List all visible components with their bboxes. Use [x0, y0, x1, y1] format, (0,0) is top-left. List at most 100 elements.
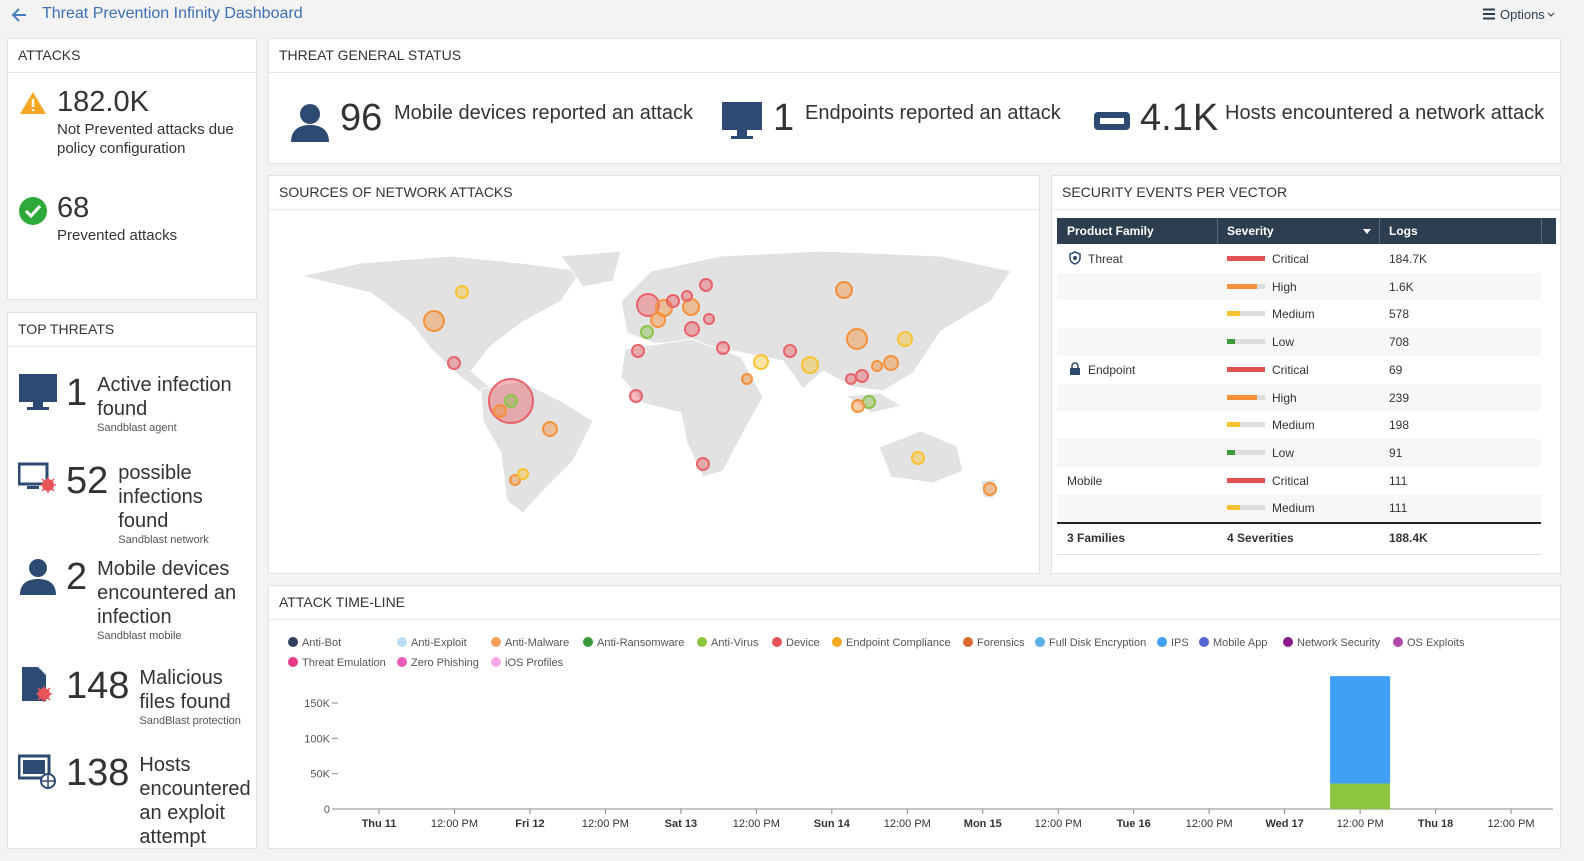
status-value: 96 [340, 97, 383, 139]
attacks-panel: ATTACKS 182.0K Not Prevented attacks due… [7, 38, 257, 300]
severity-bar-bg [1227, 422, 1265, 428]
footer-cell: 188.4K [1389, 531, 1428, 545]
threat-text: possible infections found Sandblast netwo… [118, 461, 252, 547]
logs-cell: 708 [1389, 335, 1410, 350]
sort-arrow [1363, 229, 1371, 234]
column-header: Logs [1389, 224, 1418, 238]
logs-cell: 69 [1389, 362, 1403, 377]
legend-swatch [288, 637, 298, 647]
legend-swatch [697, 637, 707, 647]
legend-swatch [491, 657, 501, 667]
column-header: Product Family [1067, 224, 1154, 238]
legend-swatch [832, 637, 842, 647]
legend-label: Endpoint Compliance [846, 637, 951, 649]
y-tick-label: 150K [304, 698, 330, 710]
attack-bubble [542, 421, 558, 437]
logs-cell: 198 [1389, 418, 1410, 433]
threat-text: Hosts encountered an exploit attemptServ… [139, 753, 252, 848]
threat-label: Mobile devices encountered an infection [97, 558, 237, 628]
x-tick-label: Thu 11 [362, 818, 397, 830]
base [731, 136, 753, 139]
x-tick-label: 12:00 PM [1337, 818, 1384, 830]
status-label: Mobile devices reported an attack [394, 102, 694, 124]
page-title: Threat Prevention Infinity Dashboard [42, 5, 303, 22]
attack-value: 68 [57, 192, 90, 224]
threat-status-panel: THREAT GENERAL STATUS 96 Mobile devices … [268, 38, 1561, 164]
y-tick-label: 100K [304, 733, 330, 745]
severity-bar [1227, 283, 1257, 289]
threat-count: 2 [66, 556, 88, 598]
attack-bubble [488, 378, 534, 424]
threat-item: 2 Mobile devices encountered an infection… [18, 557, 252, 643]
legend-label: Anti-Bot [302, 637, 341, 649]
attack-bubble [897, 331, 913, 347]
footer-rule [1057, 522, 1541, 524]
x-tick-label: 12:00 PM [582, 818, 629, 830]
attack-value: 182.0K [57, 86, 149, 118]
threat-label: Malicious files found [139, 667, 231, 713]
x-tick-label: Sun 14 [814, 818, 851, 830]
attack-bubble [696, 457, 710, 471]
row-bg [1057, 494, 1541, 522]
menu-lines [1483, 8, 1495, 20]
severity-bar [1227, 394, 1257, 400]
severity-bar [1227, 256, 1265, 261]
x-tick-label: 12:00 PM [884, 818, 931, 830]
severity-bar [1227, 477, 1265, 483]
back-arrow[interactable] [10, 6, 28, 24]
logs-cell: 111 [1389, 501, 1408, 516]
status-label: Endpoints reported an attack [805, 102, 1061, 124]
attack-bubble [517, 468, 529, 480]
attack-bubble [455, 285, 469, 299]
separator [8, 346, 256, 347]
separator [1052, 209, 1560, 210]
legend-swatch [397, 637, 407, 647]
attack-bubble [681, 290, 693, 302]
family-cell: Endpoint [1088, 362, 1136, 377]
separator [269, 619, 1560, 620]
continent [620, 338, 764, 478]
x-tick-label: 12:00 PM [733, 818, 780, 830]
attack-label: Prevented attacks [57, 227, 178, 244]
x-tick-label: 12:00 PM [1488, 818, 1535, 830]
options-button[interactable]: Options [1500, 7, 1545, 22]
severity-bar [1227, 449, 1235, 455]
severity-cell: Medium [1272, 418, 1315, 433]
separator [269, 72, 1560, 73]
mobile-user-icon [291, 104, 329, 142]
severity-bar [1227, 422, 1241, 428]
icon-part [18, 754, 51, 780]
severity-cell: High [1272, 279, 1297, 294]
attack-bubble [423, 310, 445, 332]
legend-swatch [772, 637, 782, 647]
threat-count: 138 [66, 752, 130, 794]
attack-bubble [845, 373, 857, 385]
security-events-panel: SECURITY EVENTS PER VECTOR Product Famil… [1051, 175, 1561, 574]
severity-cell: Critical [1272, 252, 1309, 266]
legend-swatch [963, 637, 973, 647]
threat-icon [18, 754, 56, 789]
attack-bubble [741, 373, 753, 385]
arrow-shape [11, 8, 26, 22]
panel-title: ATTACK TIME-LINE [279, 594, 406, 610]
attack-bubble [699, 278, 713, 292]
severity-bar-bg [1227, 449, 1265, 455]
attack-bubble [493, 404, 507, 418]
threat-label: Active infection found [97, 374, 232, 420]
family-icon [1070, 362, 1080, 375]
severity-cell: Critical [1272, 362, 1309, 377]
legend-label: Anti-Ransomware [597, 637, 684, 649]
family-cell: Mobile [1067, 473, 1103, 488]
screen [722, 102, 762, 130]
options-icon[interactable] [1483, 8, 1496, 20]
attack-bubble [636, 293, 660, 317]
threat-source: SandBlast protection [139, 715, 241, 727]
threat-label: possible infections found [118, 462, 203, 532]
legend-label: Network Security [1297, 637, 1381, 649]
icon-part [33, 402, 43, 407]
x-tick-label: Thu 18 [1418, 818, 1453, 830]
threat-source: Sandblast network [118, 534, 209, 546]
attack-bubble [846, 328, 868, 350]
timeline-chart: Anti-Bot Anti-Exploit Anti-Malware Anti-Ran… [288, 637, 1553, 830]
